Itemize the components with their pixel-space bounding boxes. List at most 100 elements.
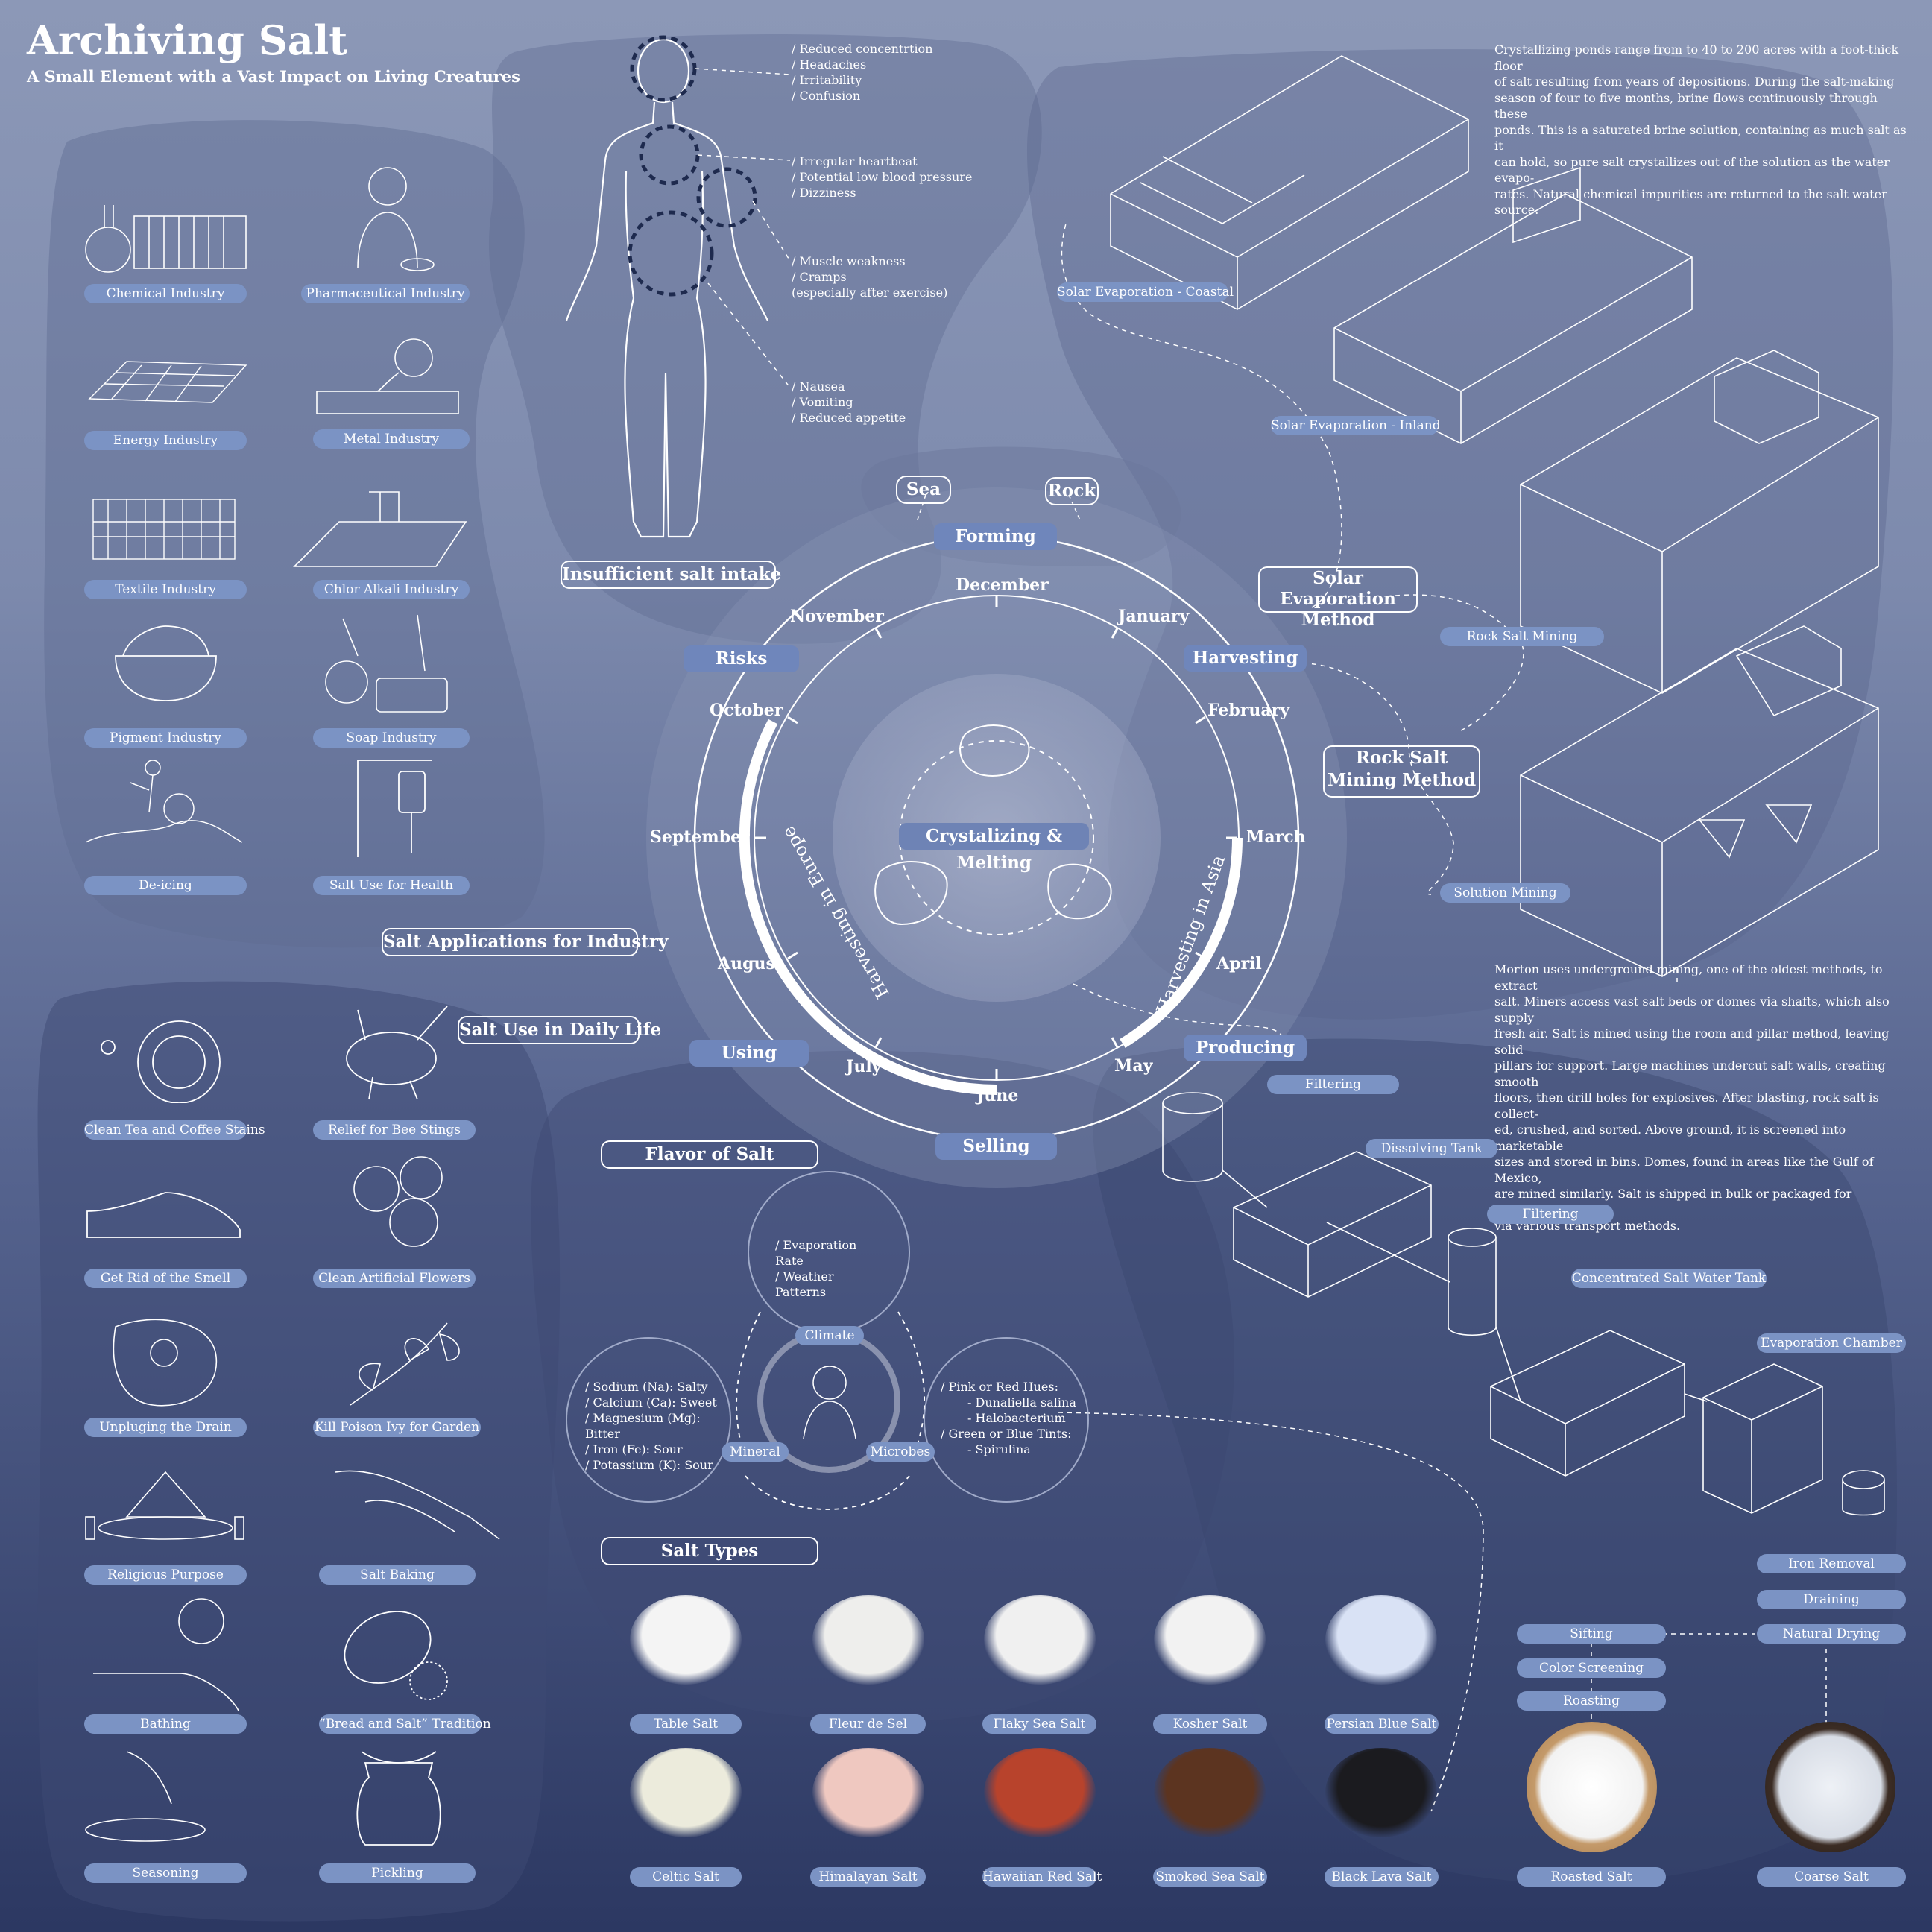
salt-pile-7 xyxy=(812,1748,924,1837)
month-january: January xyxy=(1118,607,1190,626)
stage-producing: Producing xyxy=(1184,1035,1307,1061)
industry-label-pigment: Pigment Industry xyxy=(84,728,247,748)
symptoms-muscle: / Muscle weakness / Cramps (especially aft… xyxy=(792,254,948,300)
salt-baking-icon xyxy=(335,1470,500,1540)
process-roasting: Roasting xyxy=(1517,1691,1666,1711)
intake-heading: Insufficient salt intake xyxy=(561,561,781,589)
process-filtering-1: Filtering xyxy=(1267,1075,1399,1094)
drain-icon xyxy=(113,1319,218,1407)
process-sifting: Sifting xyxy=(1517,1624,1666,1644)
daily-label-poison-ivy: Kill Poison Ivy for Garden xyxy=(313,1418,481,1437)
rock-description: Morton uses underground mining, one of t… xyxy=(1494,962,1890,1233)
rock-method-heading: Rock Salt Mining Method xyxy=(1323,745,1480,798)
salt-type-label: Persian Blue Salt xyxy=(1325,1714,1439,1734)
salt-pile-8 xyxy=(984,1748,1096,1837)
daily-label-pickling: Pickling xyxy=(319,1863,476,1883)
religious-salt-icon xyxy=(85,1471,244,1540)
process-draining: Draining xyxy=(1757,1590,1906,1609)
salt-pile-3 xyxy=(984,1595,1096,1685)
industry-heading: Salt Applications for Industry xyxy=(382,928,668,956)
harvest-asia-arc xyxy=(1120,837,1243,1048)
salt-type-label: Flaky Sea Salt xyxy=(982,1714,1096,1734)
flavor-blob xyxy=(531,1050,1234,1722)
poster-title: Archiving Salt xyxy=(27,16,348,64)
month-june: June xyxy=(976,1086,1019,1105)
salt-type-label: Kosher Salt xyxy=(1153,1714,1267,1734)
label-solar-inland: Solar Evaporation - Inland xyxy=(1271,416,1441,435)
stage-forming: Forming xyxy=(934,523,1057,550)
solar-description: Crystallizing ponds range from to 40 to … xyxy=(1494,42,1907,217)
stage-using: Using xyxy=(689,1040,809,1067)
daily-label-drain: Unpluging the Drain xyxy=(84,1418,247,1437)
daily-label-seasoning: Seasoning xyxy=(84,1863,247,1883)
coarse-salt-bowl xyxy=(1765,1722,1895,1852)
month-november: November xyxy=(790,607,884,626)
process-concentrated-tank: Concentrated Salt Water Tank xyxy=(1571,1269,1767,1288)
month-february: February xyxy=(1208,701,1290,720)
month-july: July xyxy=(846,1057,882,1076)
salt-pile-9 xyxy=(1154,1748,1266,1837)
month-december: December xyxy=(956,575,1049,595)
salt-type-label: Black Lava Salt xyxy=(1325,1867,1439,1887)
salt-pile-2 xyxy=(812,1595,924,1685)
daily-heading: Salt Use in Daily Life xyxy=(458,1016,661,1044)
tasting-person-icon xyxy=(803,1366,856,1439)
process-natural-drying: Natural Drying xyxy=(1757,1624,1906,1644)
poster-subtitle: A Small Element with a Vast Impact on Li… xyxy=(27,67,520,86)
salt-type-label: Smoked Sea Salt xyxy=(1153,1867,1267,1887)
poison-ivy-icon xyxy=(350,1322,460,1406)
stage-risks: Risks xyxy=(684,645,799,672)
industry-label-textile: Textile Industry xyxy=(84,580,247,599)
product-roasted-salt: Roasted Salt xyxy=(1517,1867,1666,1887)
product-coarse-salt: Coarse Salt xyxy=(1757,1867,1906,1887)
industry-label-health: Salt Use for Health xyxy=(313,876,470,895)
bathing-icon xyxy=(93,1598,239,1711)
daily-label-tea-coffee: Clean Tea and Coffee Stains xyxy=(84,1120,265,1140)
symptoms-stomach: / Nausea / Vomiting / Reduced appetite xyxy=(792,379,906,425)
textile-industry-icon xyxy=(92,499,236,560)
daily-label-bee-stings: Relief for Bee Stings xyxy=(313,1120,476,1140)
metal-industry-icon xyxy=(316,338,459,414)
bread-and-salt-icon xyxy=(344,1611,448,1700)
flavor-microbes-label: Microbes xyxy=(866,1442,935,1462)
salt-type-label: Fleur de Sel xyxy=(810,1714,926,1734)
shoe-icon xyxy=(86,1192,241,1238)
process-color-screening: Color Screening xyxy=(1517,1658,1666,1678)
stage-harvesting: Harvesting xyxy=(1184,645,1307,672)
salt-type-label: Celtic Salt xyxy=(630,1867,742,1887)
flavor-climate-notes: / Evaporation Rate / Weather Patterns xyxy=(775,1238,857,1299)
process-dissolving-tank: Dissolving Tank xyxy=(1366,1139,1497,1158)
month-august: August xyxy=(718,954,783,973)
source-rock: Rock xyxy=(1045,477,1099,505)
coffee-cup-icon xyxy=(101,1020,221,1103)
daily-label-bathing: Bathing xyxy=(84,1714,247,1734)
pigment-bowl-icon xyxy=(115,625,217,701)
solar-method-heading: Solar Evaporation Method xyxy=(1258,566,1418,630)
month-may: May xyxy=(1114,1056,1153,1076)
flavor-heading: Flavor of Salt xyxy=(601,1140,818,1169)
flavor-climate-label: Climate xyxy=(795,1326,864,1345)
human-body-figure xyxy=(565,38,768,538)
salt-pile-4 xyxy=(1154,1595,1266,1685)
salt-pile-1 xyxy=(630,1595,742,1685)
industry-label-pharmaceutical: Pharmaceutical Industry xyxy=(301,284,470,303)
symptoms-heart: / Irregular heartbeat / Potential low blo… xyxy=(792,154,973,200)
chlor-alkali-icon xyxy=(293,491,467,567)
roasted-salt-bowl xyxy=(1527,1722,1657,1852)
label-rock-salt-mining: Rock Salt Mining xyxy=(1440,627,1604,646)
industry-label-energy: Energy Industry xyxy=(84,431,247,450)
process-evaporation-chamber: Evaporation Chamber xyxy=(1757,1333,1906,1353)
process-blob xyxy=(1093,1038,1897,1884)
label-solar-coastal: Solar Evaporation - Coastal xyxy=(1057,282,1234,302)
symptoms-head: / Reduced concentrtion / Headaches / Irrit… xyxy=(792,42,933,103)
process-iron-removal: Iron Removal xyxy=(1757,1554,1906,1573)
flavor-microbes-notes: / Pink or Red Hues: - Dunaliella salina - … xyxy=(941,1380,1076,1456)
daily-label-smell: Get Rid of the Smell xyxy=(84,1269,247,1288)
daily-label-salt-baking: Salt Baking xyxy=(319,1565,476,1585)
stage-selling: Selling xyxy=(935,1133,1057,1160)
month-march: March xyxy=(1246,827,1306,847)
daily-blob xyxy=(37,981,561,1922)
flavor-mineral-notes: / Sodium (Na): Salty / Calcium (Ca): Swee… xyxy=(585,1380,717,1472)
month-april: April xyxy=(1216,954,1262,973)
